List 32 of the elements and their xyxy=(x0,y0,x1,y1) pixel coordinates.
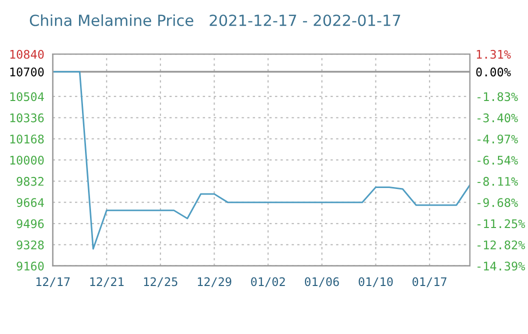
y2-tick-label: -9.68% xyxy=(478,198,518,208)
y2-tick-label: -1.83% xyxy=(478,92,518,102)
y2-tick-label: -8.11% xyxy=(478,176,518,186)
y-tick-label: 9160 xyxy=(16,262,44,271)
y2-tick-label: 1.31% xyxy=(476,50,511,59)
y-tick-label: 10000 xyxy=(10,156,44,165)
x-tick-label: 12/29 xyxy=(198,277,232,288)
x-tick-label: 12/25 xyxy=(144,277,178,288)
y-tick-label: 9832 xyxy=(16,176,44,186)
y2-tick-label: -3.40% xyxy=(478,113,518,122)
line-series xyxy=(52,70,470,250)
y2-tick-label: -11.25% xyxy=(478,219,526,228)
y2-tick-label: -14.39% xyxy=(478,262,526,271)
y2-tick-label: 0.00% xyxy=(476,68,511,76)
x-tick-label: 12/17 xyxy=(36,277,70,288)
y-tick-label: 9664 xyxy=(16,198,44,208)
x-tick-label: 01/02 xyxy=(251,277,285,288)
y-tick-label: 10504 xyxy=(10,92,44,102)
y-tick-label: 10336 xyxy=(10,113,44,122)
x-tick-label: 12/21 xyxy=(90,277,124,288)
y-tick-label: 9328 xyxy=(16,240,44,250)
y2-tick-label: -12.82% xyxy=(478,240,526,250)
y-tick-label: 10700 xyxy=(10,68,44,76)
y-tick-label: 10840 xyxy=(10,50,44,59)
chart-title: China Melamine Price 2021-12-17 - 2022-01-17 xyxy=(30,14,400,26)
x-tick-label: 01/10 xyxy=(358,277,393,288)
y2-tick-label: -6.54% xyxy=(478,156,518,165)
x-tick-label: 01/17 xyxy=(412,277,446,288)
x-tick-label: 01/06 xyxy=(304,277,339,288)
y-tick-label: 9496 xyxy=(16,219,44,228)
y2-tick-label: -4.97% xyxy=(478,134,518,144)
y-tick-label: 10168 xyxy=(10,134,44,144)
